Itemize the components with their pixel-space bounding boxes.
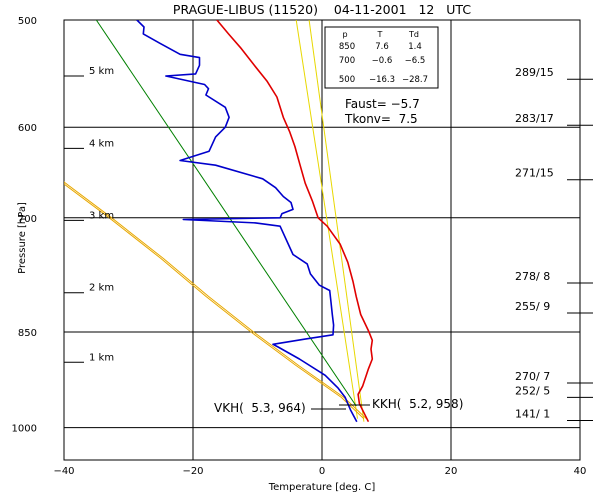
axis-tick-labels: 500 600 700 850 1000 −40 −20 0 20 40	[12, 16, 587, 477]
table-cell: 850	[339, 42, 355, 52]
height-labels: 1 km 2 km 3 km 4 km 5 km	[64, 66, 114, 363]
temperature-line	[216, 20, 374, 423]
wind-labels: 289/15 283/17 271/15 278/ 8 255/ 9 270/ 7252/…	[515, 66, 593, 421]
level-table: p T Td 850 7.6 1.4 700 −0.6 −6.5 500 −16…	[324, 26, 439, 89]
wind-label: 278/ 8	[515, 270, 550, 283]
height-label: 3 km	[89, 210, 114, 221]
dry-adiabat-line	[95, 20, 357, 407]
table-header-td: Td	[408, 30, 419, 39]
height-label: 5 km	[89, 66, 114, 77]
height-label: 4 km	[89, 138, 114, 149]
moist-adiabat-line	[64, 181, 367, 420]
wind-label: 255/ 9	[515, 300, 550, 313]
table-header-t: T	[377, 30, 383, 39]
x-tick-label: −40	[53, 466, 74, 477]
table-cell: −28.7	[402, 75, 428, 85]
table-cell: −16.3	[369, 75, 395, 85]
faust-index: Faust= −5.7	[345, 97, 420, 111]
table-cell: −0.6	[372, 56, 393, 66]
dewpoint-line	[136, 20, 358, 423]
height-label: 2 km	[89, 283, 114, 294]
y-tick-label: 1000	[12, 424, 37, 435]
x-tick-label: 40	[574, 466, 587, 477]
mixing-ratio-line	[308, 20, 365, 422]
grid-lines	[64, 19, 580, 460]
kkh-label: KKH( 5.2, 958)	[372, 397, 463, 411]
table-cell: 7.6	[375, 42, 389, 52]
level-table-box	[324, 26, 439, 89]
height-label: 1 km	[89, 352, 114, 363]
y-tick-label: 500	[18, 16, 37, 27]
wind-label: 270/ 7	[515, 370, 550, 383]
x-tick-label: 0	[319, 466, 325, 477]
wind-label: 289/15	[515, 66, 554, 79]
vkh-label: VKH( 5.3, 964)	[214, 401, 306, 415]
x-axis-label: Temperature [deg. C]	[268, 482, 376, 493]
table-cell: −6.5	[405, 56, 426, 66]
x-tick-label: 20	[445, 466, 458, 477]
x-tick-label: −20	[182, 466, 203, 477]
table-header-p: p	[342, 30, 347, 39]
wind-label: 283/17	[515, 112, 554, 125]
table-cell: 1.4	[408, 42, 422, 52]
table-cell: 500	[339, 75, 355, 85]
y-axis-label: Pressure [hPa]	[17, 202, 28, 274]
tkonv-index: Tkonv= 7.5	[344, 112, 418, 126]
moist-adiabat-line	[64, 183, 365, 420]
wind-label: 271/15	[515, 167, 554, 180]
y-tick-label: 850	[18, 328, 37, 339]
chart-title: PRAGUE-LIBUS (11520) 04-11-2001 12 UTC	[173, 2, 471, 17]
wind-label: 252/ 5	[515, 384, 550, 397]
mixing-ratio-line	[295, 20, 358, 419]
wind-label: 141/ 1	[515, 408, 550, 421]
sounding-curves	[64, 20, 374, 423]
table-cell: 700	[339, 56, 355, 66]
y-tick-label: 700	[18, 214, 37, 225]
y-tick-label: 600	[18, 123, 37, 134]
